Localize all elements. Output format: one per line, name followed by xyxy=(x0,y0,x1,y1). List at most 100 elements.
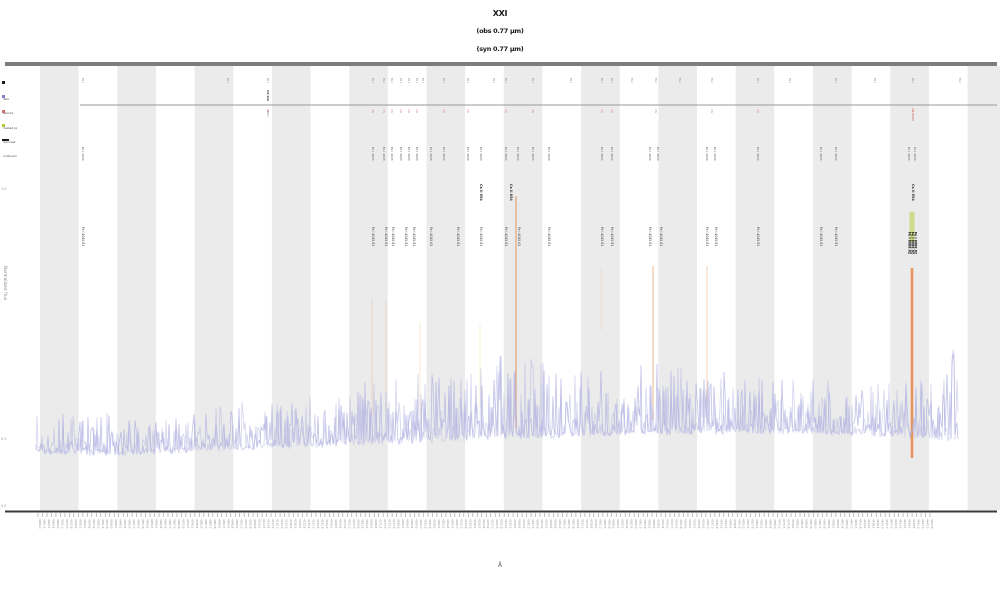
x-tick-label: 4402.8 xyxy=(840,519,844,529)
line-label: Fe I xyxy=(407,78,411,83)
line-label: CN xyxy=(654,109,658,113)
x-tick-label: 4258.8 xyxy=(553,519,557,529)
line-label: Fe I xyxy=(569,78,573,83)
x-tick-label: 4427.5 xyxy=(890,519,894,529)
x-tick-label: 4099.0 xyxy=(235,519,239,529)
line-label: CN xyxy=(407,109,411,113)
x-tick-label: 4292.5 xyxy=(621,519,625,529)
line-label: Fe I xyxy=(600,78,604,83)
x-tick-label: 4238.5 xyxy=(513,519,517,529)
x-tick-label: 4247.5 xyxy=(531,519,535,529)
line-label: Fe I 4045 xyxy=(466,147,470,161)
line-label: Fe I 4045 xyxy=(371,147,375,161)
x-tick-label: 4366.8 xyxy=(769,519,773,529)
line-label: Fe I 4045.81 xyxy=(659,227,663,246)
x-tick-label: 4213.8 xyxy=(464,519,468,529)
line-label: Fe I xyxy=(654,78,658,83)
y-axis-title: Normalized flux xyxy=(3,266,8,301)
x-tick-label: 4411.8 xyxy=(858,519,862,529)
line-label: Fe I 4045.81 xyxy=(714,227,718,246)
x-tick-label: 4087.8 xyxy=(213,519,217,529)
x-tick-label: 4074.3 xyxy=(186,519,190,529)
x-tick-label: 4036.0 xyxy=(110,519,114,529)
order-band xyxy=(40,66,79,510)
line-label: CN xyxy=(266,109,270,113)
x-tick-label: 4339.8 xyxy=(715,519,719,529)
legend-item-label: masked px xyxy=(3,127,18,130)
line-label: Fe I xyxy=(81,78,85,83)
x-tick-label: 4263.3 xyxy=(562,519,566,529)
x-tick-label: 4013.5 xyxy=(65,519,69,529)
x-tick-label: 4438.8 xyxy=(912,519,916,529)
x-tick-label: 4202.5 xyxy=(441,519,445,529)
x-tick-label: 4135.0 xyxy=(307,519,311,529)
x-tick-label: 4144.0 xyxy=(325,519,329,529)
line-label: Fe I 4045.81 xyxy=(834,227,838,246)
x-tick-label: 4333.0 xyxy=(701,519,705,529)
x-tick-label: 4110.3 xyxy=(258,519,262,529)
line-label: CN xyxy=(531,109,535,113)
line-label: Fe I 4045.81 xyxy=(81,227,85,246)
x-tick-label: 4301.5 xyxy=(639,519,643,529)
x-tick-label: 4254.3 xyxy=(545,519,549,529)
x-tick-label: 4337.5 xyxy=(710,519,714,529)
line-label: Fe I 4045.81 xyxy=(456,227,460,246)
line-label: CN xyxy=(466,109,470,113)
x-tick-label: 4355.5 xyxy=(746,519,750,529)
line-label: CN xyxy=(415,109,419,113)
line-label: Fe I 4045.81 xyxy=(600,227,604,246)
x-tick-label: 4391.5 xyxy=(818,519,822,529)
x-tick-label: 4312.8 xyxy=(661,519,665,529)
line-label: Fe I xyxy=(492,78,496,83)
x-tick-label: 4168.8 xyxy=(374,519,378,529)
x-tick-label: 4056.3 xyxy=(150,519,154,529)
x-tick-label: 4315.0 xyxy=(666,519,670,529)
x-tick-label: 4067.5 xyxy=(172,519,176,529)
line-label: Fe I 4045 xyxy=(656,147,660,161)
x-tick-label: 4436.5 xyxy=(908,519,912,529)
x-tick-label: 4198.0 xyxy=(432,519,436,529)
legend-item-label: data xyxy=(3,98,9,101)
x-tick-label: 4330.8 xyxy=(697,519,701,529)
x-tick-label: 4090.0 xyxy=(217,519,221,529)
x-tick-label: 4393.8 xyxy=(822,519,826,529)
line-label: Fe I xyxy=(442,78,446,83)
x-tick-label: 4288.0 xyxy=(612,519,616,529)
line-label: Ca II 854 xyxy=(479,184,483,201)
x-tick-label: 4126.0 xyxy=(289,519,293,529)
x-axis-title: Å xyxy=(497,562,503,569)
line-label: Fe I 4045.81 xyxy=(391,227,395,246)
x-tick-label: 4148.5 xyxy=(334,519,338,529)
x-tick-label: 4218.3 xyxy=(473,519,477,529)
reference-label-bottom: H2O xyxy=(266,110,270,117)
x-tick-label: 4245.3 xyxy=(527,519,531,529)
x-tick-label: 4150.8 xyxy=(338,519,342,529)
legend-point-icon xyxy=(2,81,5,84)
x-tick-label: 4130.5 xyxy=(298,519,302,529)
line-label: Fe I xyxy=(382,78,386,83)
x-tick-label: 4009.0 xyxy=(56,519,60,529)
x-tick-label: 4405.0 xyxy=(845,519,849,529)
x-tick-label: 4222.8 xyxy=(482,519,486,529)
line-label: Fe I xyxy=(466,78,470,83)
line-label: Fe I 4045 xyxy=(907,147,911,161)
x-tick-label: 4252.0 xyxy=(540,519,544,529)
x-tick-label: 4414.0 xyxy=(863,519,867,529)
line-label: Fe I 4045 xyxy=(547,147,551,161)
x-tick-label: 4054.0 xyxy=(146,519,150,529)
chart-subtitle-2: (syn 0.77 µm) xyxy=(476,45,524,53)
x-tick-label: 4141.8 xyxy=(320,519,324,529)
x-tick-label: 4256.5 xyxy=(549,519,553,529)
cluster-red-label: CN 8690 xyxy=(911,108,915,121)
line-label: Fe I xyxy=(390,78,394,83)
x-tick-label: 4227.3 xyxy=(491,519,495,529)
x-tick-label: 4049.5 xyxy=(137,519,141,529)
x-tick-label: 4364.5 xyxy=(764,519,768,529)
line-label: Fe I 4045.81 xyxy=(504,227,508,246)
x-tick-label: 4335.3 xyxy=(706,519,710,529)
line-label: CN xyxy=(390,109,394,113)
line-label: Fe I 4045.81 xyxy=(705,227,709,246)
legend-item-label: line mask xyxy=(3,141,16,144)
x-tick-label: 4378.0 xyxy=(791,519,795,529)
chart-subtitle-1: (obs 0.77 µm) xyxy=(476,27,524,35)
